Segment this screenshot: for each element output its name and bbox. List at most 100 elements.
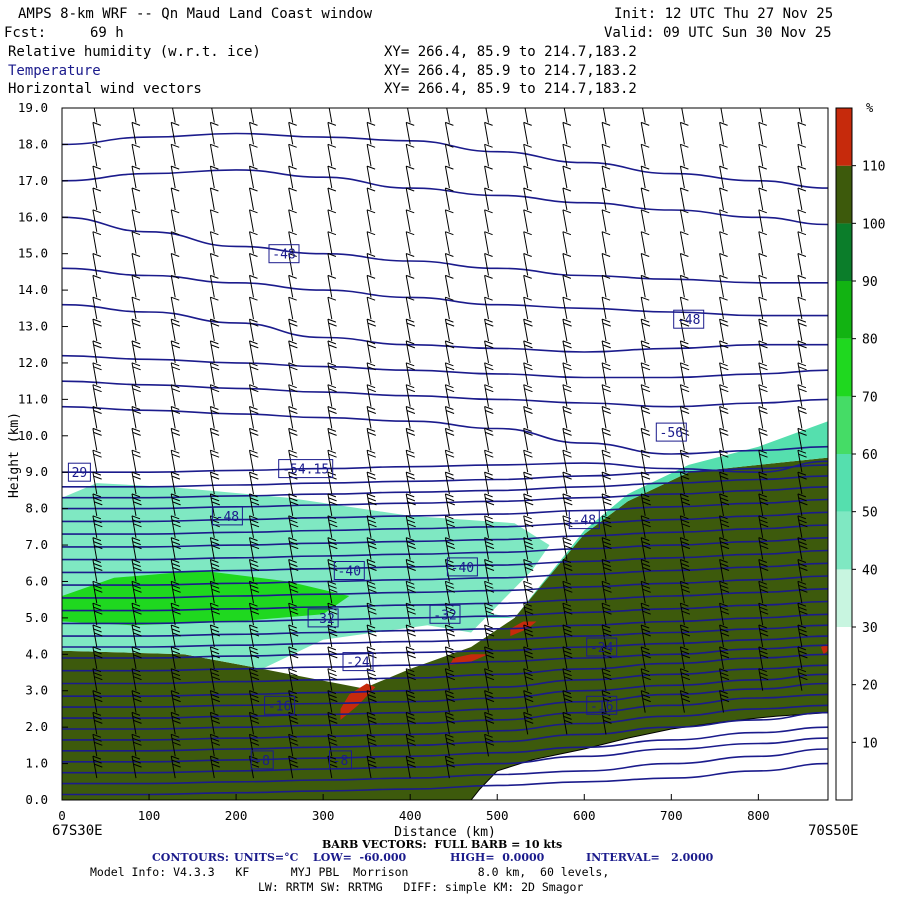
wind-barb-staff — [601, 253, 607, 276]
wind-barb-flag — [249, 427, 258, 432]
wind-barb-staff — [170, 166, 176, 189]
wind-barb-flag — [210, 410, 220, 414]
wind-barb-staff — [92, 603, 98, 626]
wind-barb-flag — [288, 733, 297, 738]
wind-barb-staff — [444, 166, 450, 189]
contour-label-box — [268, 244, 300, 264]
wind-barb-flag — [719, 362, 728, 367]
y-axis-label: Height (km) — [7, 412, 22, 498]
wind-barb-flag — [210, 602, 219, 607]
wind-barb-staff — [327, 297, 333, 320]
y-tick-label: 5.0 — [25, 610, 48, 625]
wind-barb-flag — [250, 606, 259, 611]
wind-barb-staff — [170, 253, 176, 276]
wind-barb-flag — [681, 523, 691, 528]
wind-barb-staff — [484, 187, 489, 211]
wind-barb-flag — [172, 567, 181, 571]
wind-barb-staff — [484, 537, 489, 560]
wind-barb-flag — [642, 632, 651, 637]
wind-barb-staff — [209, 122, 215, 145]
wind-barb-flag — [250, 501, 260, 506]
wind-barb-flag — [328, 431, 337, 436]
wind-barb-staff — [288, 406, 294, 429]
wind-barb-staff — [562, 187, 568, 211]
wind-barb-flag — [445, 715, 455, 720]
wind-barb-staff — [444, 603, 450, 626]
wind-barb-flag — [445, 646, 454, 651]
wind-barb-flag — [484, 646, 493, 651]
wind-barb-flag — [797, 231, 807, 236]
wind-barb-staff — [523, 362, 529, 385]
wind-barb-staff — [209, 581, 215, 604]
wind-barb-flag — [562, 143, 572, 148]
wind-barb-staff — [719, 253, 724, 276]
wind-barb-staff — [444, 231, 450, 254]
wind-barb-flag — [642, 588, 651, 593]
wind-barb-staff — [758, 340, 764, 363]
wind-barb-flag — [210, 755, 219, 760]
wind-barb-staff — [249, 472, 254, 495]
wind-barb-flag — [523, 209, 532, 214]
wind-barb-flag — [93, 410, 102, 414]
wind-barb-staff — [601, 275, 607, 298]
wind-barb-flag — [249, 471, 258, 476]
wind-barb-staff — [209, 319, 215, 342]
wind-barb-flag — [328, 694, 337, 699]
wind-barb-flag — [171, 187, 180, 192]
wind-barb-flag — [523, 318, 532, 323]
wind-barb-staff — [249, 515, 254, 538]
wind-barb-staff — [758, 472, 764, 495]
wind-barb-flag — [92, 253, 102, 257]
wind-barb-staff — [367, 108, 372, 123]
wind-barb-flag — [210, 384, 219, 389]
wind-barb-flag — [367, 541, 376, 546]
wind-barb-flag — [93, 497, 102, 502]
wind-barb-flag — [290, 523, 299, 528]
wind-barb-staff — [405, 646, 411, 669]
wind-barb-staff — [485, 108, 489, 123]
wind-barb-flag — [132, 584, 141, 589]
wind-barb-flag — [485, 650, 494, 655]
field-name-wind: Horizontal wind vectors — [8, 81, 202, 97]
wind-barb-flag — [445, 559, 454, 563]
wind-barb-flag — [406, 449, 415, 454]
wind-barb-flag — [329, 719, 338, 724]
wind-barb-staff — [131, 668, 137, 691]
wind-barb-flag — [563, 453, 572, 458]
wind-barb-staff — [209, 734, 215, 757]
wind-barb-flag — [680, 431, 690, 436]
wind-barb-staff — [484, 319, 489, 342]
wind-barb-flag — [525, 545, 534, 550]
y-tick-label: 16.0 — [18, 209, 48, 224]
wind-barb-flag — [132, 672, 141, 677]
wind-barb-flag — [797, 624, 807, 629]
wind-barb-flag — [92, 231, 102, 236]
wind-barb-flag — [132, 737, 141, 742]
wind-barb-flag — [641, 668, 650, 673]
wind-barb-flag — [484, 733, 493, 738]
wind-barb-flag — [210, 362, 219, 367]
wind-barb-flag — [249, 733, 258, 738]
wind-barb-staff — [405, 624, 411, 648]
wind-barb-staff — [327, 472, 333, 495]
wind-barb-flag — [407, 501, 416, 506]
wind-barb-flag — [641, 344, 651, 349]
wind-barb-flag — [250, 541, 259, 546]
wind-barb-staff — [131, 428, 137, 451]
wind-barb-flag — [680, 453, 690, 458]
wind-barb-flag — [484, 362, 493, 367]
wind-barb-flag — [250, 650, 259, 655]
wind-barb-flag — [133, 501, 142, 506]
wind-barb-flag — [366, 624, 376, 629]
contours-label: CONTOURS: — [152, 851, 229, 864]
wind-barb-flag — [641, 606, 651, 611]
wind-barb-flag — [131, 231, 141, 236]
wind-barb-flag — [524, 694, 533, 699]
wind-barb-flag — [172, 501, 181, 506]
wind-barb-flag — [720, 588, 730, 593]
wind-barb-flag — [484, 515, 493, 520]
wind-barb-flag — [249, 296, 258, 301]
wind-barb-flag — [799, 632, 808, 637]
wind-barb-staff — [719, 187, 724, 211]
wind-barb-flag — [250, 497, 259, 502]
